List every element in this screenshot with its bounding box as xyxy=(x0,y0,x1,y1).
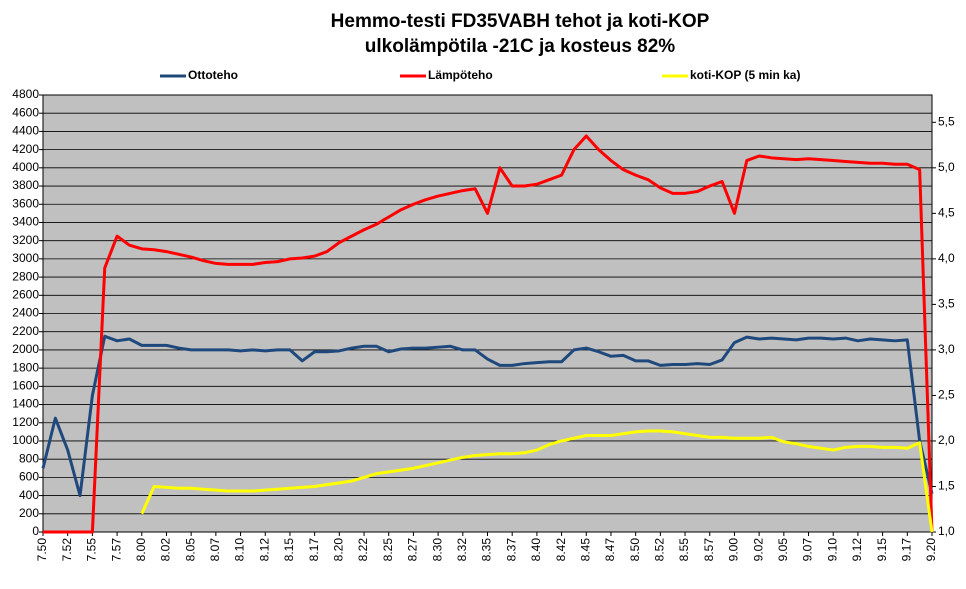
series-line xyxy=(41,334,934,498)
y2-tick-label: 4,5 xyxy=(938,206,955,220)
y2-tick-label: 5,5 xyxy=(938,114,955,128)
y-tick-label: 400 xyxy=(19,488,39,502)
x-tick-label: 9.12 xyxy=(850,538,864,562)
x-tick-label: 8.35 xyxy=(480,538,494,562)
y-tick-label: 600 xyxy=(19,470,39,484)
y-tick-label: 2000 xyxy=(12,342,39,356)
x-tick-label: 8.45 xyxy=(578,538,592,562)
x-tick-label: 9.17 xyxy=(899,538,913,562)
y2-tick-label: 2,5 xyxy=(938,388,955,402)
legend-label: koti-KOP (5 min ka) xyxy=(690,68,800,82)
x-tick-label: 8.50 xyxy=(628,538,642,562)
x-tick-label: 7.52 xyxy=(60,538,74,562)
x-tick-label: 8.55 xyxy=(677,538,691,562)
x-tick-label: 8.22 xyxy=(356,538,370,562)
x-tick-label: 9.10 xyxy=(825,538,839,562)
series-line xyxy=(43,134,934,534)
y-tick-label: 2200 xyxy=(12,324,39,338)
y-tick-label: 3800 xyxy=(12,178,39,192)
y-tick-label: 4800 xyxy=(12,87,39,101)
y-tick-label: 2400 xyxy=(12,306,39,320)
y-tick-label: 1600 xyxy=(12,379,39,393)
y2-tick-label: 5,0 xyxy=(938,160,955,174)
y-tick-label: 3200 xyxy=(12,233,39,247)
y-tick-label: 2600 xyxy=(12,287,39,301)
x-tick-label: 9.02 xyxy=(751,538,765,562)
x-tick-label: 9.20 xyxy=(924,538,938,562)
chart-title: Hemmo-testi FD35VABH tehot ja koti-KOP xyxy=(331,11,710,32)
y-tick-label: 1200 xyxy=(12,415,39,429)
y-tick-label: 1000 xyxy=(12,433,39,447)
legend-label: Lämpöteho xyxy=(428,68,493,82)
x-tick-label: 8.32 xyxy=(455,538,469,562)
x-tick-label: 8.05 xyxy=(183,538,197,562)
x-tick-label: 8.47 xyxy=(603,538,617,562)
x-tick-label: 7.57 xyxy=(109,538,123,562)
y2-tick-label: 2,0 xyxy=(938,433,955,447)
x-tick-label: 7.55 xyxy=(85,538,99,562)
series-line xyxy=(140,429,934,533)
y-tick-label: 3400 xyxy=(12,215,39,229)
y2-tick-label: 4,0 xyxy=(938,251,955,265)
x-tick-label: 8.02 xyxy=(159,538,173,562)
x-tick-label: 9.05 xyxy=(776,538,790,562)
x-tick-label: 8.42 xyxy=(554,538,568,562)
y2-tick-label: 1,5 xyxy=(938,479,955,493)
y-tick-label: 3000 xyxy=(12,251,39,265)
x-tick-label: 8.30 xyxy=(430,538,444,562)
y-tick-label: 800 xyxy=(19,451,39,465)
x-tick-label: 8.10 xyxy=(233,538,247,562)
x-tick-label: 9.07 xyxy=(801,538,815,562)
y-tick-label: 200 xyxy=(19,506,39,520)
y2-tick-label: 3,0 xyxy=(938,342,955,356)
y-tick-label: 1400 xyxy=(12,397,39,411)
x-tick-label: 9.00 xyxy=(727,538,741,562)
x-tick-label: 8.27 xyxy=(406,538,420,562)
y-tick-label: 4200 xyxy=(12,142,39,156)
y-tick-label: 3600 xyxy=(12,196,39,210)
y-tick-label: 4400 xyxy=(12,124,39,138)
x-tick-label: 8.40 xyxy=(529,538,543,562)
x-tick-label: 7.50 xyxy=(35,538,49,562)
x-tick-label: 8.25 xyxy=(381,538,395,562)
y-tick-label: 1800 xyxy=(12,360,39,374)
x-tick-label: 8.57 xyxy=(702,538,716,562)
x-tick-label: 8.17 xyxy=(307,538,321,562)
x-tick-label: 8.12 xyxy=(257,538,271,562)
y2-tick-label: 3,5 xyxy=(938,297,955,311)
y-tick-label: 4000 xyxy=(12,160,39,174)
x-tick-label: 8.15 xyxy=(282,538,296,562)
x-tick-label: 9.15 xyxy=(875,538,889,562)
x-tick-label: 8.20 xyxy=(332,538,346,562)
y-tick-label: 4600 xyxy=(12,105,39,119)
x-tick-label: 8.37 xyxy=(504,538,518,562)
y-tick-label: 2800 xyxy=(12,269,39,283)
legend-label: Ottoteho xyxy=(188,68,238,82)
y-tick-label: 0 xyxy=(32,524,39,538)
x-tick-label: 8.52 xyxy=(653,538,667,562)
y2-tick-label: 1,0 xyxy=(938,524,955,538)
chart-subtitle: ulkolämpötila -21C ja kosteus 82% xyxy=(365,36,676,57)
x-tick-label: 8.00 xyxy=(134,538,148,562)
x-tick-label: 8.07 xyxy=(208,538,222,562)
